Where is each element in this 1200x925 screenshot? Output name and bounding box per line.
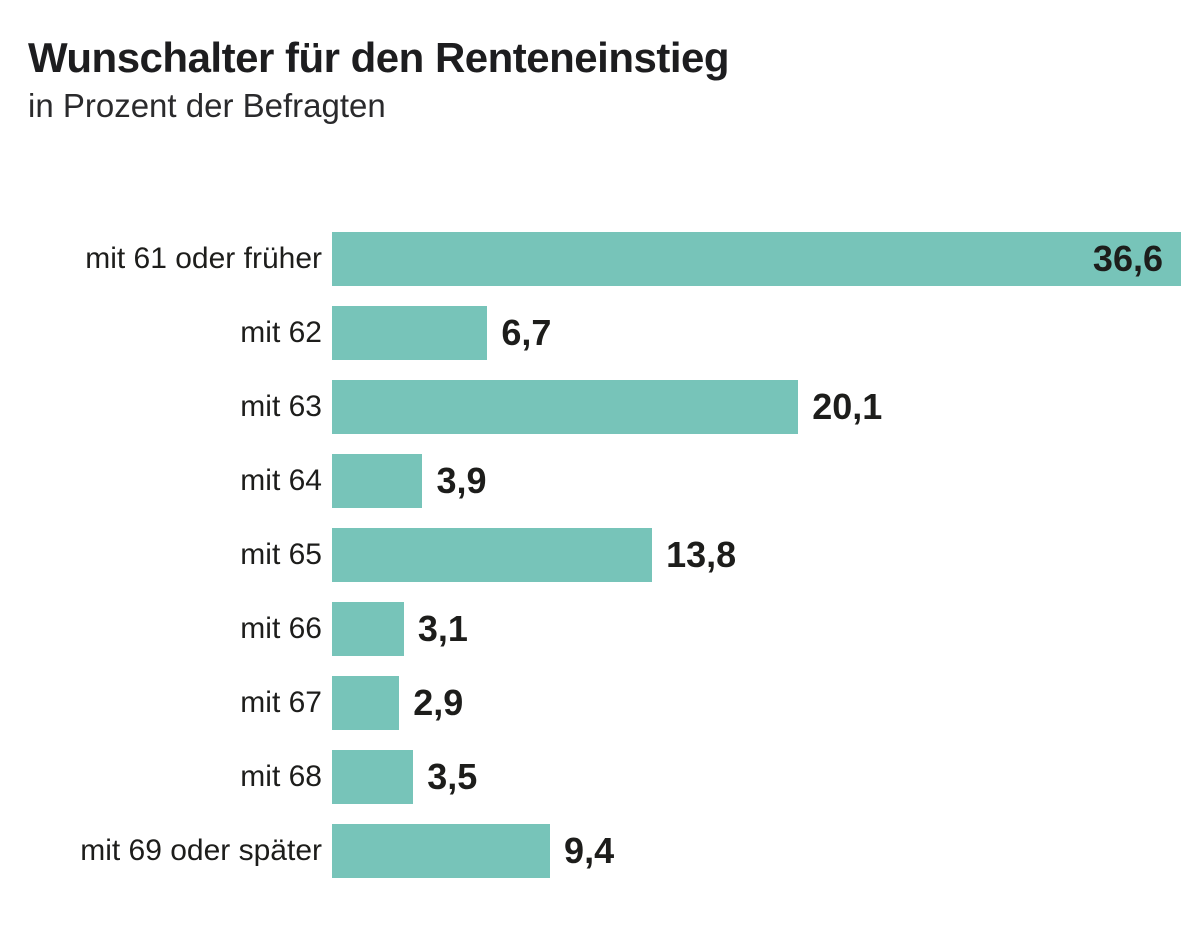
bar-row: mit 62 6,7 [0, 306, 1200, 360]
chart-subtitle: in Prozent der Befragten [28, 87, 386, 125]
value-label: 13,8 [666, 534, 737, 575]
chart-title: Wunschalter für den Renteneinstieg [28, 34, 730, 81]
bar-area: 20,1 [332, 380, 1181, 434]
bar-area: 13,8 [332, 528, 1181, 582]
value-label: 3,9 [436, 460, 487, 501]
value-label: 2,9 [413, 682, 464, 723]
bar-row: mit 61 oder früher 36,6 [0, 232, 1200, 286]
bar [332, 306, 488, 360]
category-label: mit 65 [240, 538, 322, 571]
bar [332, 824, 551, 878]
bar-row: mit 66 3,1 [0, 602, 1200, 656]
bar [332, 602, 404, 656]
category-label: mit 64 [240, 464, 322, 497]
bar-area: 3,1 [332, 602, 1181, 656]
bar-area: 3,9 [332, 454, 1181, 508]
bar: 36,6 [332, 232, 1181, 286]
chart-header: Wunschalter für den Renteneinstieg in Pr… [0, 0, 1200, 126]
value-label: 3,1 [417, 608, 468, 649]
bar [332, 454, 423, 508]
category-label: mit 62 [240, 316, 322, 349]
bar-row: mit 67 2,9 [0, 676, 1200, 730]
bar-row: mit 68 3,5 [0, 750, 1200, 804]
bar-row: mit 64 3,9 [0, 454, 1200, 508]
category-label: mit 63 [240, 390, 322, 423]
category-label: mit 67 [240, 686, 322, 719]
bar [332, 750, 414, 804]
value-label: 36,6 [1092, 238, 1163, 279]
value-label: 6,7 [501, 312, 552, 353]
bar-area: 36,6 [332, 232, 1181, 286]
value-label: 3,5 [427, 756, 478, 797]
category-label: mit 61 oder früher [85, 242, 322, 275]
category-label: mit 68 [240, 760, 322, 793]
category-label: mit 66 [240, 612, 322, 645]
category-label: mit 69 oder später [80, 834, 322, 867]
bar-row: mit 65 13,8 [0, 528, 1200, 582]
value-label: 9,4 [564, 830, 615, 871]
bar-area: 6,7 [332, 306, 1181, 360]
bar [332, 380, 799, 434]
bar-area: 3,5 [332, 750, 1181, 804]
bar [332, 676, 400, 730]
bar-row: mit 63 20,1 [0, 380, 1200, 434]
bar-row: mit 69 oder später 9,4 [0, 824, 1200, 878]
bar-area: 2,9 [332, 676, 1181, 730]
bar [332, 528, 653, 582]
bar-chart: mit 61 oder früher 36,6 mit 62 6,7 mit 63 20,… [0, 232, 1200, 878]
bar-area: 9,4 [332, 824, 1181, 878]
value-label: 20,1 [812, 386, 883, 427]
